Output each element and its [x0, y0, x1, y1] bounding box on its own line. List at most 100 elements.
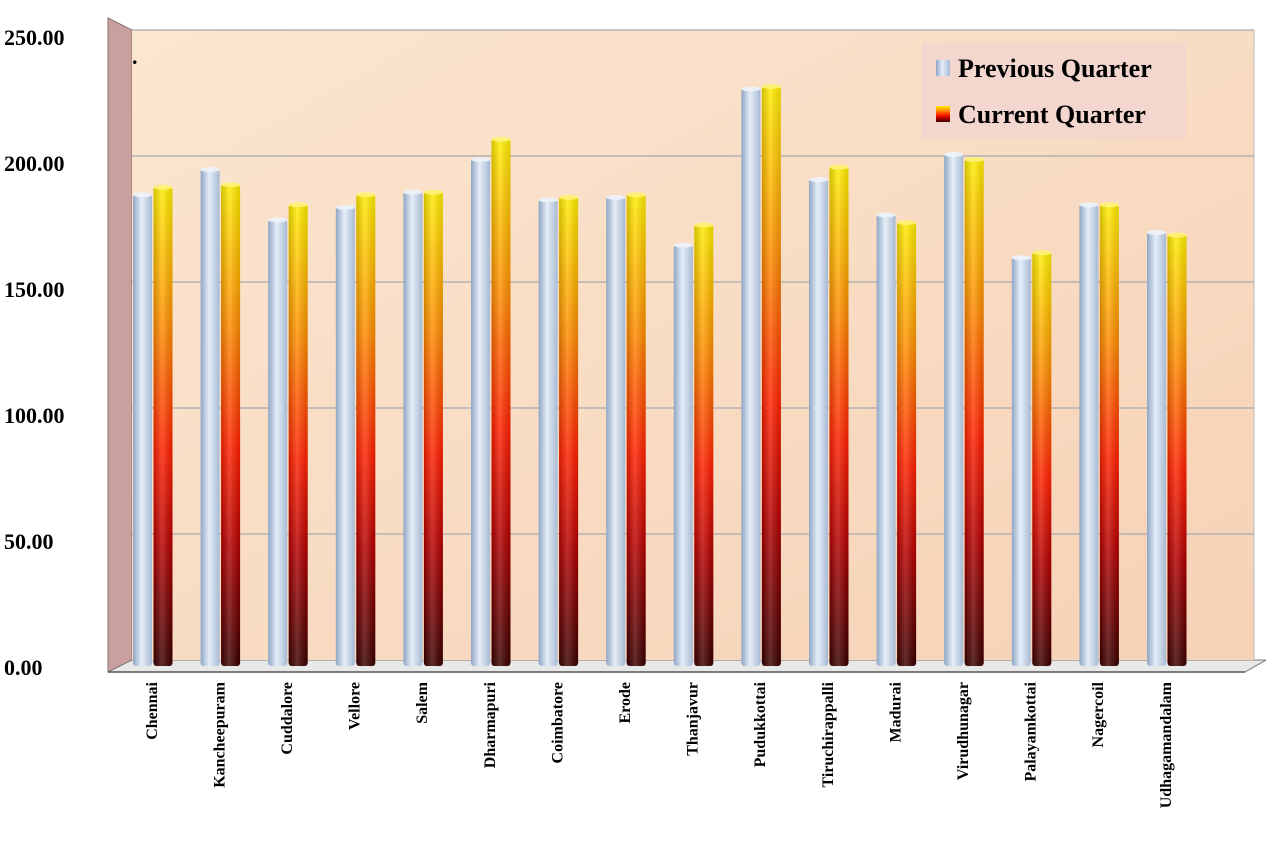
bar-cap: [694, 222, 714, 228]
bar-body: [268, 219, 288, 666]
legend: Previous Quarter Current Quarter: [922, 43, 1186, 139]
bar-current-quarter: [423, 189, 443, 666]
bar-shade: [761, 85, 781, 666]
bar-cap: [471, 157, 490, 163]
bar-previous-quarter: [403, 189, 423, 666]
legend-label-previous: Previous Quarter: [958, 54, 1152, 83]
bar-cap: [221, 182, 241, 188]
bar-current-quarter: [356, 192, 376, 667]
bars: [133, 83, 1187, 667]
x-category-label: Coimbatore: [549, 682, 566, 763]
bar-cap: [268, 217, 288, 223]
bar-previous-quarter: [673, 242, 693, 666]
bar-current-quarter: [288, 202, 308, 666]
x-category-label: Udhagamandalam: [1158, 681, 1175, 808]
bar-current-quarter: [897, 220, 917, 666]
bar-cap: [1147, 230, 1166, 236]
bar-cap: [356, 192, 376, 198]
bar-cap: [876, 212, 896, 218]
legend-label-current: Current Quarter: [958, 100, 1146, 129]
bar-current-quarter: [829, 164, 849, 666]
bar-cap: [1011, 255, 1031, 261]
bar-shade: [897, 221, 917, 666]
y-axis-ticks: 0.00 50.00 100.00 150.00 200.00 250.00: [4, 25, 65, 680]
x-category-label: Thanjavur: [685, 682, 702, 756]
bar-shade: [694, 224, 714, 667]
bar-cap: [897, 220, 917, 226]
bar-body: [944, 153, 964, 667]
bar-previous-quarter: [268, 217, 288, 666]
bar-cap: [491, 136, 511, 142]
x-category-label: Chennai: [144, 681, 161, 739]
bar-body: [133, 193, 152, 667]
bar-current-quarter: [153, 184, 173, 667]
x-category-label: Dharmapuri: [482, 681, 499, 768]
bar-current-quarter: [221, 182, 241, 666]
legend-box: [922, 43, 1186, 139]
bar-body: [809, 178, 828, 666]
bar-current-quarter: [491, 136, 511, 667]
bar-previous-quarter: [944, 151, 964, 667]
chart-annotation-dot: .: [132, 44, 138, 69]
bar-cap: [153, 184, 173, 190]
bar-shade: [288, 203, 308, 666]
bar-previous-quarter: [200, 167, 220, 666]
x-category-label: Tiruchirappalli: [820, 681, 837, 787]
bar-shade: [964, 158, 984, 666]
bar-previous-quarter: [876, 212, 896, 666]
bar-current-quarter: [1099, 202, 1119, 666]
bar-cap: [538, 197, 558, 203]
bar-cap: [829, 164, 849, 170]
bar-body: [1079, 203, 1099, 666]
bar-shade: [491, 138, 511, 667]
bar-body: [1011, 256, 1031, 666]
bar-previous-quarter: [133, 192, 152, 667]
bar-previous-quarter: [538, 197, 558, 666]
bar-current-quarter: [1032, 250, 1052, 666]
chart-side-wall: [107, 17, 133, 673]
bar-cap: [133, 192, 152, 198]
bar-previous-quarter: [1147, 230, 1166, 666]
bar-cap: [809, 177, 828, 183]
x-category-label: Salem: [414, 681, 431, 723]
bar-shade: [559, 196, 579, 666]
bar-cap: [1032, 250, 1052, 256]
bar-previous-quarter: [471, 157, 490, 666]
legend-swatch-current: [936, 106, 950, 122]
bar-shade: [1099, 203, 1119, 666]
bar-cap: [1079, 202, 1099, 208]
y-tick-label: 100.00: [4, 403, 65, 428]
x-category-label: Pudukkottai: [752, 681, 769, 767]
bar-previous-quarter: [606, 194, 626, 666]
bar-body: [538, 198, 558, 666]
bar-shade: [1167, 234, 1187, 666]
x-category-label: Nagercoil: [1090, 681, 1107, 747]
y-tick-label: 50.00: [4, 529, 54, 554]
x-category-label: Cuddalore: [279, 682, 296, 755]
bar-body: [876, 213, 896, 666]
bar-current-quarter: [559, 194, 579, 666]
bar-cap: [288, 202, 308, 208]
bar-cap: [1167, 232, 1187, 238]
x-axis-categories: Chennai Kancheepuram Cuddalore Vellore Salem…: [144, 681, 1175, 808]
bar-cap: [200, 167, 220, 173]
bar-cap: [626, 192, 646, 198]
bar-body: [471, 158, 490, 666]
bar-body: [200, 168, 220, 666]
bar-previous-quarter: [1011, 255, 1031, 666]
bar-cap: [1099, 202, 1119, 208]
bar-current-quarter: [761, 83, 781, 666]
bar-current-quarter: [1167, 232, 1187, 666]
bar-cap: [403, 189, 423, 195]
bar-previous-quarter: [1079, 202, 1099, 666]
y-tick-label: 0.00: [4, 655, 43, 680]
bar-current-quarter: [694, 222, 714, 667]
bar-shade: [221, 183, 241, 666]
bar-cap: [423, 189, 443, 195]
bar-cap: [761, 83, 781, 89]
bar-current-quarter: [964, 157, 984, 666]
gridlines: [132, 29, 1254, 535]
bar-shade: [356, 193, 376, 667]
x-category-label: Virudhunagar: [955, 682, 972, 780]
